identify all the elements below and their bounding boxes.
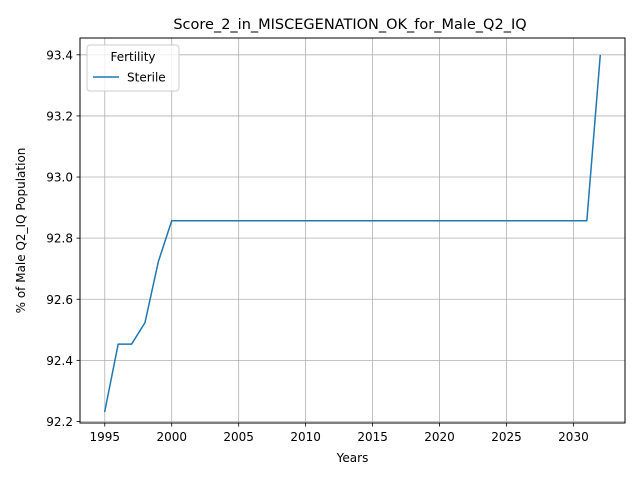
x-tick-label: 2000 xyxy=(156,430,187,444)
x-tick-label: 2020 xyxy=(424,430,455,444)
y-tick-label: 92.4 xyxy=(46,354,73,368)
series-layer xyxy=(103,54,602,413)
plot-frame xyxy=(79,37,626,424)
y-tick-label: 92.2 xyxy=(46,415,73,429)
legend: Fertility Sterile xyxy=(86,44,180,92)
x-tick-label: 2015 xyxy=(357,430,388,444)
y-tick-label: 92.8 xyxy=(46,232,73,246)
x-axis-title: Years xyxy=(336,451,369,465)
x-tick-label: 2025 xyxy=(491,430,522,444)
x-tick-label: 2005 xyxy=(223,430,254,444)
x-tick-label: 2030 xyxy=(558,430,589,444)
y-axis-title: % of Male Q2_IQ Population xyxy=(14,148,28,314)
y-axis-ticks: 92.2 92.4 92.6 92.8 93.0 93.2 93.4 xyxy=(46,48,80,429)
chart-title: Score_2_in_MISCEGENATION_OK_for_Male_Q2_… xyxy=(173,17,526,33)
y-tick-label: 93.0 xyxy=(46,171,73,185)
y-tick-label: 93.4 xyxy=(46,48,73,62)
legend-title: Fertility xyxy=(110,50,155,64)
series-line-sterile xyxy=(103,54,602,413)
x-tick-label: 2010 xyxy=(290,430,321,444)
y-tick-label: 92.6 xyxy=(46,293,73,307)
x-tick-label: 1995 xyxy=(89,430,120,444)
y-tick-label: 93.2 xyxy=(46,109,73,123)
legend-box xyxy=(86,44,180,92)
legend-label-sterile: Sterile xyxy=(127,71,166,85)
grid-lines xyxy=(80,38,625,423)
x-axis-ticks: 1995 2000 2005 2010 2015 2020 2025 2030 xyxy=(89,423,589,444)
